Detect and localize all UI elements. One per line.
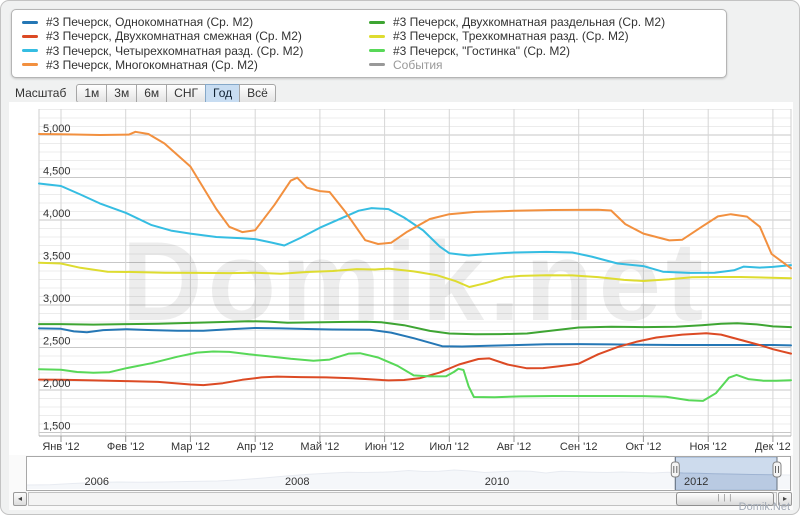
x-tick-label: Окт '12 [625,441,661,453]
range-toolbar: Масштаб 1м 3м 6м СНГ Год Всё [15,83,276,103]
y-tick-label: 3,500 [43,251,71,263]
range-button-2[interactable]: 6м [136,83,168,103]
scroll-right-icon: ▸ [782,494,787,503]
legend-item-1[interactable]: #3 Печерск, Двухкомнатная смежная (Ср. М… [22,29,369,43]
series-line-1[interactable] [38,332,792,387]
legend-marker-icon [369,63,385,67]
y-axis-labels: 5,000 4,500 4,000 3,500 3,000 2,500 2,000 1,500 [43,123,71,433]
scrollbar-track[interactable] [28,492,777,506]
series-group [38,130,792,402]
legend-marker-icon [369,20,385,24]
legend-label: #3 Печерск, Трехкомнатная разд. (Ср. М2) [393,29,629,44]
legend-marker-icon [22,49,38,53]
legend-marker-icon [369,49,385,53]
legend-label: #3 Печерск, Четырехкомнатная разд. (Ср. … [46,43,304,58]
legend-item-7[interactable]: События [369,58,716,72]
y-tick-label: 3,000 [43,293,71,305]
x-tick-label: Дек '12 [755,441,791,453]
navigator-year-label: 2008 [285,476,309,488]
range-button-4[interactable]: Год [205,83,241,103]
navigator-right-handle[interactable] [772,457,782,490]
range-buttons: 1м 3м 6м СНГ Год Всё [76,83,276,103]
x-tick-label: Фев '12 [107,441,145,453]
navigator-selected-range[interactable] [674,456,778,491]
legend-item-6[interactable]: #3 Печерск, "Гостинка" (Ср. М2) [369,44,716,58]
legend-item-3[interactable]: #3 Печерск, Многокомнатная (Ср. М2) [22,58,369,72]
series-line-3[interactable] [38,130,792,270]
x-axis-labels: Янв '12 Фев '12 Мар '12 Апр '12 Май '12 Июн '… [42,436,791,453]
toolbar-label: Масштаб [15,86,67,100]
legend-marker-icon [22,63,38,67]
navigator-chart[interactable]: 2006 2008 2010 2012 [26,456,791,491]
legend-marker-icon [22,20,38,24]
watermark: Domik.net [122,219,708,344]
legend-label: #3 Печерск, Многокомнатная (Ср. М2) [46,57,258,72]
navigator-mask-left [27,457,676,490]
chart-panel: Domik.net 5,000 4,500 4,000 3,500 3,000 2,500 2… [9,102,793,455]
x-tick-label: Апр '12 [237,441,274,453]
y-tick-label: 4,000 [43,208,71,220]
legend-marker-icon [369,34,385,38]
legend-item-5[interactable]: #3 Печерск, Трехкомнатная разд. (Ср. М2) [369,29,716,43]
y-tick-label: 2,000 [43,378,71,390]
series-line-0[interactable] [38,327,792,348]
scrollbar-thumb[interactable]: ||| [676,492,774,506]
legend-item-4[interactable]: #3 Печерск, Двухкомнатная раздельная (Ср… [369,15,716,29]
range-button-1[interactable]: 3м [106,83,138,103]
legend-label: #3 Печерск, "Гостинка" (Ср. М2) [393,43,571,58]
navigator-year-label: 2012 [684,476,708,488]
legend: #3 Печерск, Однокомнатная (Ср. М2) #3 Печ… [11,9,727,78]
x-tick-label: Май '12 [300,441,339,453]
range-button-5[interactable]: Всё [239,83,276,103]
navigator-year-label: 2006 [85,476,109,488]
x-tick-label: Сен '12 [560,441,598,453]
x-tick-label: Янв '12 [42,441,79,453]
legend-marker-icon [22,34,38,38]
legend-label: #3 Печерск, Двухкомнатная раздельная (Ср… [393,15,666,30]
navigator[interactable]: 2006 2008 2010 2012 [26,456,791,491]
scroll-right-button[interactable]: ▸ [778,492,792,506]
gridlines [38,109,792,437]
scroll-left-button[interactable]: ◂ [13,492,27,506]
series-line-2[interactable] [38,182,792,274]
legend-item-0[interactable]: #3 Печерск, Однокомнатная (Ср. М2) [22,15,369,29]
y-tick-label: 2,500 [43,336,71,348]
series-line-6[interactable] [38,350,792,402]
x-tick-label: Ноя '12 [689,441,726,453]
navigator-year-label: 2010 [485,476,509,488]
legend-item-2[interactable]: #3 Печерск, Четырехкомнатная разд. (Ср. … [22,44,369,58]
range-button-3[interactable]: СНГ [166,83,206,103]
range-button-0[interactable]: 1м [76,83,108,103]
x-tick-label: Мар '12 [171,441,210,453]
navigator-left-handle[interactable] [670,457,680,490]
series-line-4[interactable] [38,320,792,336]
legend-label: #3 Печерск, Двухкомнатная смежная (Ср. М… [46,29,302,44]
y-tick-label: 5,000 [43,123,71,135]
x-tick-label: Авг '12 [497,441,532,453]
scroll-left-icon: ◂ [17,494,22,503]
x-tick-label: Июл '12 [429,441,469,453]
y-tick-label: 4,500 [43,166,71,178]
main-chart[interactable]: Domik.net 5,000 4,500 4,000 3,500 3,000 2,500 2… [9,102,793,455]
legend-label: События [393,57,443,72]
y-tick-label: 1,500 [43,421,71,433]
series-line-5[interactable] [38,261,792,288]
x-tick-label: Июн '12 [365,441,405,453]
scrollbar-grip-icon: ||| [716,494,734,503]
legend-label: #3 Печерск, Однокомнатная (Ср. М2) [46,15,254,30]
brand-credit: Domik.Net [738,501,790,513]
